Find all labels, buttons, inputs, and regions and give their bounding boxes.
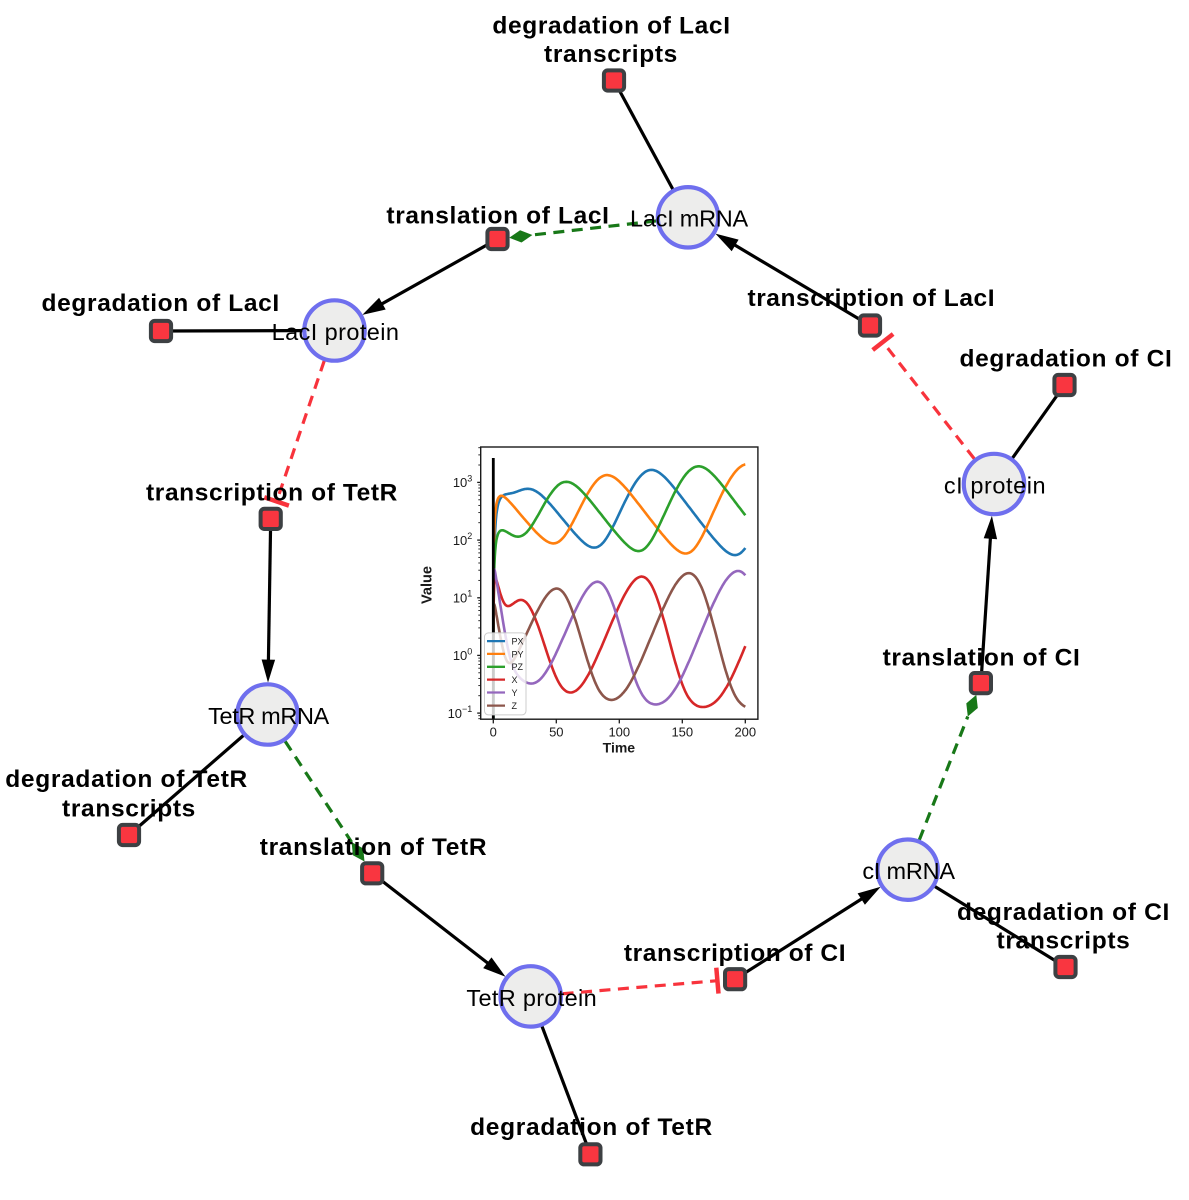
svg-text:TetR protein: TetR protein: [466, 985, 597, 1011]
svg-text:degradation of LacI: degradation of LacI: [492, 13, 730, 40]
svg-text:Y: Y: [512, 688, 518, 698]
svg-text:degradation of TetR: degradation of TetR: [470, 1114, 713, 1141]
svg-text:200: 200: [734, 725, 756, 740]
svg-text:50: 50: [549, 725, 563, 740]
svg-text:degradation of CI: degradation of CI: [959, 346, 1172, 373]
svg-text:translation of LacI: translation of LacI: [386, 203, 609, 230]
svg-text:150: 150: [671, 725, 693, 740]
svg-text:PY: PY: [512, 649, 524, 659]
svg-text:X: X: [512, 675, 518, 685]
svg-text:10−1: 10−1: [448, 704, 473, 721]
svg-text:103: 103: [453, 473, 472, 490]
svg-text:LacI protein: LacI protein: [272, 319, 400, 345]
svg-text:degradation of CI: degradation of CI: [957, 899, 1170, 926]
svg-text:LacI mRNA: LacI mRNA: [630, 206, 748, 232]
svg-text:transcripts: transcripts: [544, 41, 678, 68]
svg-text:PZ: PZ: [512, 662, 524, 672]
svg-text:transcripts: transcripts: [62, 795, 196, 822]
svg-text:100: 100: [608, 725, 630, 740]
svg-text:100: 100: [453, 646, 472, 663]
svg-text:Z: Z: [512, 701, 518, 711]
svg-text:TetR mRNA: TetR mRNA: [208, 703, 329, 729]
svg-text:Time: Time: [603, 740, 636, 756]
svg-text:0: 0: [490, 725, 497, 740]
svg-text:102: 102: [453, 531, 472, 548]
svg-text:cI mRNA: cI mRNA: [862, 858, 955, 884]
svg-text:transcription of TetR: transcription of TetR: [146, 480, 398, 507]
svg-text:degradation of LacI: degradation of LacI: [42, 290, 280, 317]
svg-text:degradation of TetR: degradation of TetR: [5, 766, 248, 793]
svg-text:PX: PX: [512, 637, 524, 647]
svg-text:translation of TetR: translation of TetR: [260, 834, 488, 861]
svg-text:Value: Value: [420, 566, 436, 604]
svg-text:101: 101: [453, 589, 472, 606]
svg-text:translation of CI: translation of CI: [883, 645, 1081, 672]
svg-text:transcripts: transcripts: [997, 927, 1131, 954]
svg-text:transcription of CI: transcription of CI: [624, 940, 846, 967]
svg-text:cI protein: cI protein: [944, 472, 1046, 498]
svg-text:transcription of LacI: transcription of LacI: [747, 285, 995, 312]
